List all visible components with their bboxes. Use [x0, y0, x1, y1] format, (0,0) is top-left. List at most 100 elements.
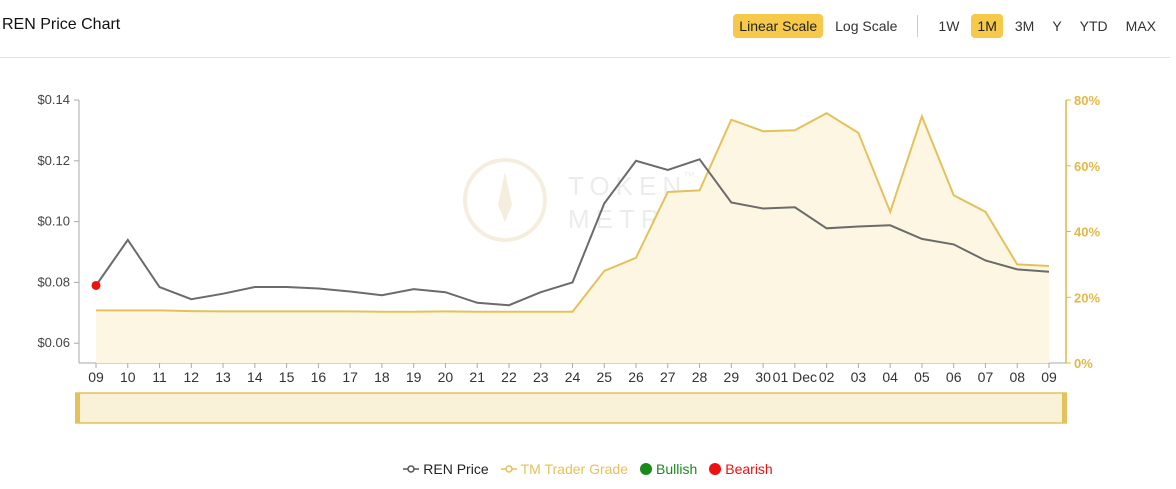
- grade-point[interactable]: [570, 309, 576, 315]
- chart-title: REN Price Chart: [2, 16, 121, 33]
- y-right-tick-label: 20%: [1074, 290, 1100, 305]
- grade-point[interactable]: [951, 192, 957, 198]
- price-point[interactable]: [157, 284, 163, 290]
- price-point[interactable]: [697, 156, 703, 162]
- legend-bullish[interactable]: Bullish: [640, 461, 697, 477]
- price-point[interactable]: [570, 279, 576, 285]
- grade-point[interactable]: [284, 308, 290, 314]
- y-left-tick-label: $0.14: [37, 92, 70, 107]
- grade-point[interactable]: [538, 309, 544, 315]
- grade-point[interactable]: [633, 255, 639, 261]
- price-point[interactable]: [347, 289, 353, 295]
- grade-point[interactable]: [824, 110, 830, 116]
- grade-point[interactable]: [1046, 263, 1052, 269]
- legend-bearish[interactable]: Bearish: [709, 461, 773, 477]
- x-tick-label: 04: [882, 369, 898, 385]
- price-point[interactable]: [855, 223, 861, 229]
- grade-point[interactable]: [442, 308, 448, 314]
- x-tick-label: 15: [279, 369, 295, 385]
- navigator-window[interactable]: [75, 392, 1067, 424]
- y-left-tick-label: $0.12: [37, 153, 70, 168]
- grade-point[interactable]: [728, 117, 734, 123]
- price-point[interactable]: [188, 296, 194, 302]
- grade-point[interactable]: [887, 209, 893, 215]
- y-right-tick-label: 60%: [1074, 159, 1100, 174]
- price-point[interactable]: [411, 286, 417, 292]
- grade-point[interactable]: [855, 130, 861, 136]
- price-point[interactable]: [951, 241, 957, 247]
- navigator-left-handle[interactable]: [75, 393, 80, 423]
- grade-point[interactable]: [379, 309, 385, 315]
- price-point[interactable]: [442, 289, 448, 295]
- grade-point[interactable]: [697, 187, 703, 193]
- price-point[interactable]: [919, 236, 925, 242]
- x-tick-label: 26: [628, 369, 644, 385]
- x-tick-label: 13: [215, 369, 231, 385]
- price-point[interactable]: [1046, 269, 1052, 275]
- legend-line-marker-icon: [500, 465, 517, 473]
- price-point[interactable]: [792, 204, 798, 210]
- grade-point[interactable]: [411, 309, 417, 315]
- grade-point[interactable]: [188, 308, 194, 314]
- price-point[interactable]: [252, 284, 258, 290]
- x-tick-label: 30: [755, 369, 771, 385]
- grade-point[interactable]: [347, 308, 353, 314]
- legend-ren-price[interactable]: REN Price: [403, 461, 489, 477]
- grade-point[interactable]: [760, 128, 766, 134]
- x-tick-label: 21: [469, 369, 485, 385]
- bearish-signal-point[interactable]: [91, 280, 101, 290]
- x-tick-label: 11: [152, 369, 167, 385]
- range-3m-button[interactable]: 3M: [1014, 18, 1035, 34]
- price-point[interactable]: [284, 284, 290, 290]
- grade-point[interactable]: [919, 113, 925, 119]
- grade-point[interactable]: [506, 309, 512, 315]
- grade-point[interactable]: [601, 268, 607, 274]
- legend-trader-grade[interactable]: TM Trader Grade: [500, 461, 628, 477]
- axes: $0.06 $0.08 $0.10 $0.12 $0.14 0% 20% 40% 60% 80% 0…: [37, 92, 1100, 385]
- x-tick-label: 05: [914, 369, 930, 385]
- price-point[interactable]: [125, 237, 131, 243]
- grade-point[interactable]: [220, 308, 226, 314]
- grade-point[interactable]: [1014, 261, 1020, 267]
- range-1m-button[interactable]: 1M: [971, 14, 1003, 38]
- x-tick-label: 28: [692, 369, 708, 385]
- grade-point[interactable]: [982, 209, 988, 215]
- price-point[interactable]: [379, 292, 385, 298]
- price-point[interactable]: [982, 258, 988, 264]
- y-left-tick-label: $0.08: [37, 274, 70, 289]
- grade-point[interactable]: [93, 307, 99, 313]
- price-point[interactable]: [474, 300, 480, 306]
- grade-point[interactable]: [315, 308, 321, 314]
- range-max-button[interactable]: MAX: [1125, 18, 1156, 34]
- x-tick-label: 10: [120, 369, 136, 385]
- price-point[interactable]: [665, 167, 671, 173]
- price-point[interactable]: [220, 291, 226, 297]
- bullish-dot-icon: [640, 463, 652, 475]
- log-scale-button[interactable]: Log Scale: [835, 18, 898, 34]
- range-y-button[interactable]: Y: [1052, 18, 1062, 34]
- grade-point[interactable]: [474, 309, 480, 315]
- price-point[interactable]: [824, 225, 830, 231]
- range-1w-button[interactable]: 1W: [938, 18, 960, 34]
- price-point[interactable]: [315, 286, 321, 292]
- grade-point[interactable]: [157, 307, 163, 313]
- x-tick-label: 27: [660, 369, 676, 385]
- y-right-tick-label: 40%: [1074, 225, 1100, 240]
- grade-point[interactable]: [792, 127, 798, 133]
- grade-point[interactable]: [665, 189, 671, 195]
- price-point[interactable]: [728, 199, 734, 205]
- price-point[interactable]: [506, 302, 512, 308]
- price-point[interactable]: [538, 289, 544, 295]
- price-point[interactable]: [887, 222, 893, 228]
- chart-controls: Linear Scale Log Scale 1W 1M 3M Y YTD MA…: [733, 14, 1162, 38]
- price-point[interactable]: [601, 200, 607, 206]
- grade-point[interactable]: [252, 308, 258, 314]
- legend-label: Bullish: [656, 461, 698, 477]
- linear-scale-button[interactable]: Linear Scale: [733, 14, 824, 38]
- price-point[interactable]: [760, 206, 766, 212]
- grade-point[interactable]: [125, 307, 131, 313]
- navigator-right-handle[interactable]: [1062, 393, 1067, 423]
- price-point[interactable]: [633, 158, 639, 164]
- range-navigator[interactable]: [75, 392, 1067, 424]
- range-ytd-button[interactable]: YTD: [1079, 18, 1108, 34]
